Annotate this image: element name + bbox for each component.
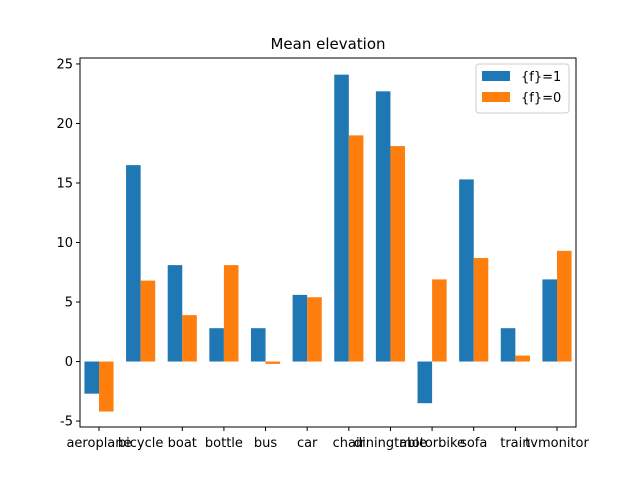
y-tick-label: 20: [56, 117, 73, 132]
y-tick-label: 25: [56, 57, 73, 72]
bar-s0-11: [542, 279, 557, 362]
bar-s1-9: [473, 257, 489, 362]
y-tick-label: 10: [56, 236, 73, 251]
bar-s0-9: [459, 179, 474, 362]
x-tick-label: motorbike: [399, 436, 465, 451]
bar-s1-1: [140, 280, 156, 362]
bar-s1-10: [515, 355, 530, 362]
bars-layer: [84, 74, 572, 412]
x-tick-label: sofa: [460, 436, 487, 451]
plot-frame: [79, 57, 577, 428]
bar-s0-5: [292, 294, 308, 362]
y-axis: -5 0 5 10 15 20 25: [56, 57, 80, 430]
bar-s1-4: [265, 361, 281, 364]
x-tick-label: bicycle: [118, 436, 163, 451]
x-tick-label: bottle: [205, 436, 243, 451]
legend: {f}=1 {f}=0: [475, 63, 570, 114]
bar-s0-10: [500, 328, 516, 362]
legend-label: {f}=0: [521, 91, 561, 106]
bar-s0-4: [250, 328, 266, 362]
bar-s0-3: [209, 328, 224, 362]
x-tick-label: bus: [254, 436, 277, 451]
x-tick-label: chair: [333, 436, 366, 451]
bar-s0-6: [334, 74, 349, 362]
x-tick-label: car: [297, 436, 318, 451]
bar-s1-6: [348, 135, 364, 362]
bar-s0-8: [417, 361, 433, 404]
y-tick-label: 0: [65, 355, 73, 370]
x-tick-label: train: [500, 436, 530, 451]
bar-s1-2: [182, 315, 197, 362]
bar-s1-7: [390, 146, 406, 362]
y-tick-label: 15: [56, 176, 73, 191]
legend-swatch: [482, 92, 510, 102]
bar-s0-1: [126, 165, 141, 362]
bar-s1-8: [432, 279, 447, 362]
chart-title: Mean elevation: [270, 35, 385, 53]
bar-s1-0: [99, 361, 114, 412]
y-tick-label: -5: [60, 415, 73, 430]
y-tick-label: 5: [65, 296, 73, 311]
bar-s1-3: [223, 265, 239, 362]
x-tick-label: boat: [168, 436, 197, 451]
legend-label: {f}=1: [521, 70, 561, 85]
bar-s0-2: [167, 265, 183, 362]
bar-s0-0: [84, 361, 99, 394]
bar-s0-7: [375, 91, 391, 362]
x-tick-label: tvmonitor: [525, 436, 589, 451]
legend-swatch: [482, 71, 510, 81]
x-tick-label: diningtable: [354, 436, 427, 451]
x-tick-label: aeroplane: [66, 436, 131, 451]
bar-s1-5: [307, 297, 322, 362]
bar-s1-11: [557, 250, 572, 362]
